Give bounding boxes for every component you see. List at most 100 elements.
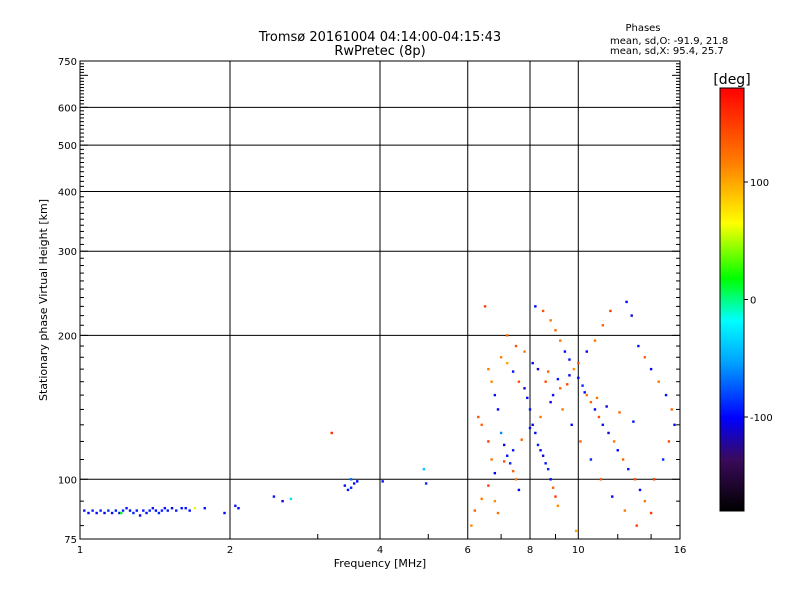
data-point xyxy=(595,396,599,400)
data-point xyxy=(589,400,593,404)
data-point xyxy=(652,478,656,481)
data-point xyxy=(554,329,557,332)
data-point xyxy=(166,509,169,512)
data-point xyxy=(91,509,94,512)
data-point xyxy=(593,339,597,342)
data-point xyxy=(490,458,493,461)
data-point xyxy=(585,393,588,397)
data-point xyxy=(203,506,206,510)
data-point xyxy=(505,361,509,365)
data-point xyxy=(523,387,526,390)
data-point xyxy=(490,380,493,383)
data-point xyxy=(272,495,276,498)
colorbar-tick-label: -100 xyxy=(750,413,773,424)
data-point xyxy=(625,300,628,304)
data-point xyxy=(470,524,473,527)
data-point xyxy=(493,393,497,397)
data-point xyxy=(638,488,642,492)
data-point xyxy=(480,423,483,427)
data-point xyxy=(135,509,138,512)
data-point xyxy=(121,509,125,512)
data-point xyxy=(223,511,226,515)
data-point xyxy=(343,484,347,487)
data-point xyxy=(632,420,635,423)
data-point xyxy=(514,344,518,348)
data-point xyxy=(630,314,633,317)
data-point xyxy=(107,509,110,512)
data-point xyxy=(565,383,569,386)
data-point xyxy=(589,458,593,461)
data-point xyxy=(531,423,534,427)
data-point xyxy=(561,408,564,411)
data-point xyxy=(664,393,668,397)
y-tick-label: 500 xyxy=(58,141,77,152)
data-point xyxy=(559,387,562,390)
x-axis-label: Frequency [MHz] xyxy=(334,557,426,570)
data-point xyxy=(517,488,521,492)
data-point xyxy=(99,509,102,512)
phases-heading: Phases xyxy=(625,23,660,34)
data-point xyxy=(549,478,552,481)
data-point xyxy=(551,486,555,489)
data-point xyxy=(493,471,497,475)
data-point xyxy=(643,499,647,503)
data-point xyxy=(526,396,529,400)
data-point xyxy=(499,356,503,359)
data-point xyxy=(597,415,601,419)
data-point xyxy=(541,309,545,313)
colorbar-tick-label: 100 xyxy=(750,178,769,189)
data-point xyxy=(599,478,603,481)
data-point xyxy=(424,482,428,485)
data-point xyxy=(670,408,673,411)
x-tick-label: 4 xyxy=(377,545,383,556)
data-point xyxy=(649,511,653,515)
y-tick-label: 100 xyxy=(58,475,77,486)
y-axis-label: Stationary phase Virtual Height [km] xyxy=(37,199,50,401)
data-point xyxy=(422,467,426,471)
data-point xyxy=(352,482,356,485)
data-point xyxy=(528,408,532,411)
colorbar-label: [deg] xyxy=(713,72,750,88)
data-point xyxy=(496,408,500,411)
data-point xyxy=(637,344,640,348)
y-tick-label: 200 xyxy=(58,331,77,342)
chart-subtitle: RwPretec (8p) xyxy=(334,44,425,59)
phases-x-line: mean, sd,X: 95.4, 25.7 xyxy=(610,46,724,57)
data-point xyxy=(120,511,123,515)
data-point xyxy=(496,511,500,515)
data-point xyxy=(502,443,506,447)
data-point xyxy=(502,460,506,463)
data-point xyxy=(473,509,477,512)
data-point xyxy=(499,431,503,435)
data-point xyxy=(154,509,158,512)
data-point xyxy=(281,499,284,503)
data-point xyxy=(618,411,621,414)
data-point xyxy=(523,350,526,353)
data-point xyxy=(577,376,580,380)
data-point xyxy=(556,504,560,508)
data-point xyxy=(551,393,555,397)
data-point xyxy=(381,480,384,483)
phases-o-line: mean, sd,O: -91.9, 21.8 xyxy=(610,36,728,47)
data-point xyxy=(110,511,114,515)
data-point xyxy=(556,377,560,381)
data-point xyxy=(568,358,571,361)
data-point xyxy=(151,506,155,510)
chart-title: Tromsø 20161004 04:14:00-04:15:43 xyxy=(258,30,501,45)
data-point xyxy=(128,509,132,512)
data-point xyxy=(505,454,509,457)
x-axis-ticks: 1 2 4 6 8 10 16 xyxy=(77,534,686,556)
data-point xyxy=(539,415,542,419)
data-point xyxy=(148,509,151,512)
data-point xyxy=(511,469,515,473)
data-point xyxy=(531,361,534,365)
data-point xyxy=(544,462,547,465)
data-point xyxy=(627,467,630,471)
data-point xyxy=(605,405,608,408)
data-point xyxy=(349,478,353,481)
data-point xyxy=(237,506,240,510)
data-point xyxy=(601,324,605,327)
data-point xyxy=(487,484,490,487)
data-point xyxy=(170,506,174,510)
data-point xyxy=(157,511,161,515)
